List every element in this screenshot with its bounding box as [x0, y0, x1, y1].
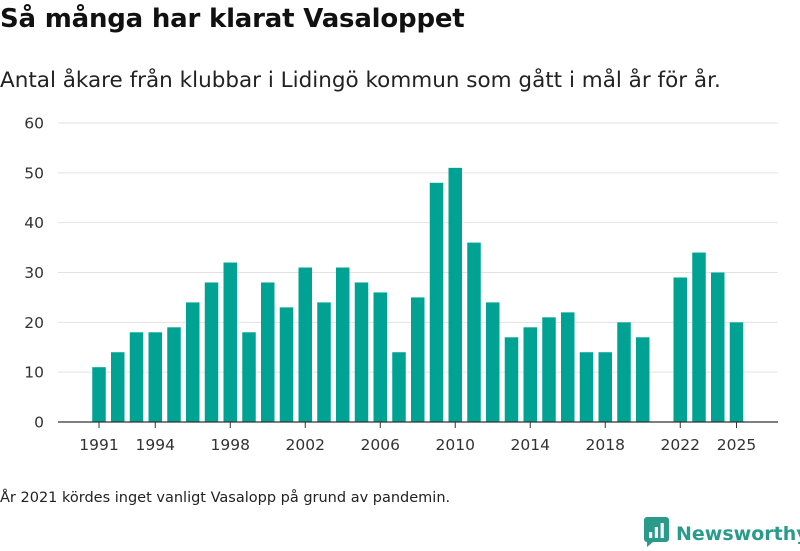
- bar-2019: [617, 322, 631, 422]
- bar-2003: [317, 302, 331, 422]
- y-tick-label: 40: [24, 214, 44, 232]
- bar-1995: [167, 327, 181, 422]
- y-tick-label: 30: [24, 264, 44, 282]
- x-tick-label: 2010: [436, 436, 475, 454]
- x-tick-label: 2014: [511, 436, 550, 454]
- bar-2024: [711, 272, 725, 422]
- brand-name: Newsworthy: [676, 523, 800, 545]
- footnote: År 2021 kördes inget vanligt Vasalopp på…: [0, 490, 451, 506]
- bar-2012: [486, 302, 500, 422]
- x-tick-label: 2022: [661, 436, 700, 454]
- bar-1993: [129, 332, 144, 422]
- bar-2001: [279, 307, 294, 422]
- bar-1994: [148, 332, 162, 422]
- bar-1992: [111, 352, 125, 422]
- bar-2025: [729, 322, 744, 422]
- bar-1998: [223, 262, 237, 422]
- bar-2020: [636, 337, 650, 422]
- x-tick-label: 2025: [717, 436, 756, 454]
- bar-2013: [504, 337, 519, 422]
- y-axis-ticks: 0 10 20 30 40 50 60: [24, 115, 44, 432]
- bar-2006: [373, 292, 387, 422]
- x-axis-ticks: 1991 1994 1998 2002 2006 2010 2014 2018 2022 2025: [79, 422, 756, 454]
- x-tick-label: 2018: [586, 436, 625, 454]
- bar-chart: 0 10 20 30 40 50 60 1991 1994 1998 2002 2006 2010 20…: [24, 115, 778, 454]
- y-tick-label: 50: [24, 164, 44, 182]
- bar-2023: [692, 252, 706, 422]
- x-tick-label: 1998: [211, 436, 250, 454]
- x-tick-label: 2006: [361, 436, 400, 454]
- bar-2016: [561, 312, 575, 422]
- bar-1999: [242, 332, 256, 422]
- bar-2005: [354, 282, 369, 422]
- y-tick-label: 0: [34, 414, 44, 432]
- gridlines: [58, 122, 778, 373]
- bar-1991: [92, 367, 106, 422]
- bar-chart-speech-bubble-icon: [644, 517, 669, 551]
- x-tick-label: 1991: [79, 436, 118, 454]
- newsworthy-logo[interactable]: Newsworthy: [644, 517, 800, 551]
- bar-2018: [598, 352, 612, 422]
- x-tick-label: 1994: [136, 436, 175, 454]
- bar-1997: [204, 282, 219, 422]
- chart-subtitle: Antal åkare från klubbar i Lidingö kommu…: [0, 68, 721, 93]
- bar-2004: [336, 267, 350, 422]
- bar-2014: [523, 327, 537, 422]
- y-tick-label: 20: [24, 314, 44, 332]
- bar-1996: [186, 302, 200, 422]
- bar-2009: [429, 182, 444, 422]
- chart-title: Så många har klarat Vasaloppet: [0, 4, 465, 34]
- bar-2002: [298, 267, 312, 422]
- bar-2022: [673, 277, 687, 422]
- bar-2000: [261, 282, 275, 422]
- bar-2010: [448, 167, 462, 422]
- y-tick-label: 60: [24, 115, 44, 133]
- bar-2011: [467, 242, 481, 422]
- y-tick-label: 10: [24, 364, 44, 382]
- x-tick-label: 2002: [286, 436, 325, 454]
- bar-2017: [579, 352, 594, 422]
- bar-2008: [411, 297, 425, 422]
- bar-2015: [542, 317, 556, 422]
- bar-2007: [392, 352, 406, 422]
- bars: [92, 167, 744, 422]
